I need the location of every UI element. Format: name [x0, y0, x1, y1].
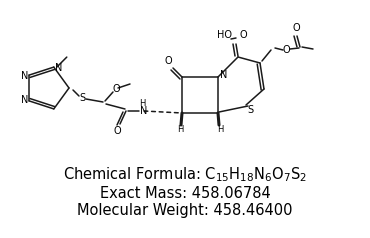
Text: N: N	[20, 71, 28, 81]
Text: H: H	[139, 99, 145, 109]
Text: O: O	[112, 84, 120, 94]
Text: H: H	[217, 125, 223, 134]
Text: N: N	[20, 95, 28, 105]
Text: N: N	[140, 106, 148, 116]
Text: O: O	[164, 56, 172, 66]
Text: O: O	[292, 23, 300, 33]
Text: N: N	[220, 70, 228, 80]
Text: S: S	[79, 93, 85, 103]
Text: Chemical Formula: $\mathregular{C_{15}H_{18}N_{6}O_{7}S_{2}}$: Chemical Formula: $\mathregular{C_{15}H_…	[63, 166, 307, 184]
Text: HO: HO	[218, 30, 232, 40]
Text: Exact Mass: 458.06784: Exact Mass: 458.06784	[100, 185, 270, 200]
Text: O: O	[282, 45, 290, 55]
Text: Molecular Weight: 458.46400: Molecular Weight: 458.46400	[77, 203, 293, 218]
Text: H: H	[177, 125, 183, 134]
Text: O: O	[239, 30, 247, 40]
Text: O: O	[113, 126, 121, 136]
Text: N: N	[55, 63, 63, 73]
Text: S: S	[247, 105, 253, 115]
